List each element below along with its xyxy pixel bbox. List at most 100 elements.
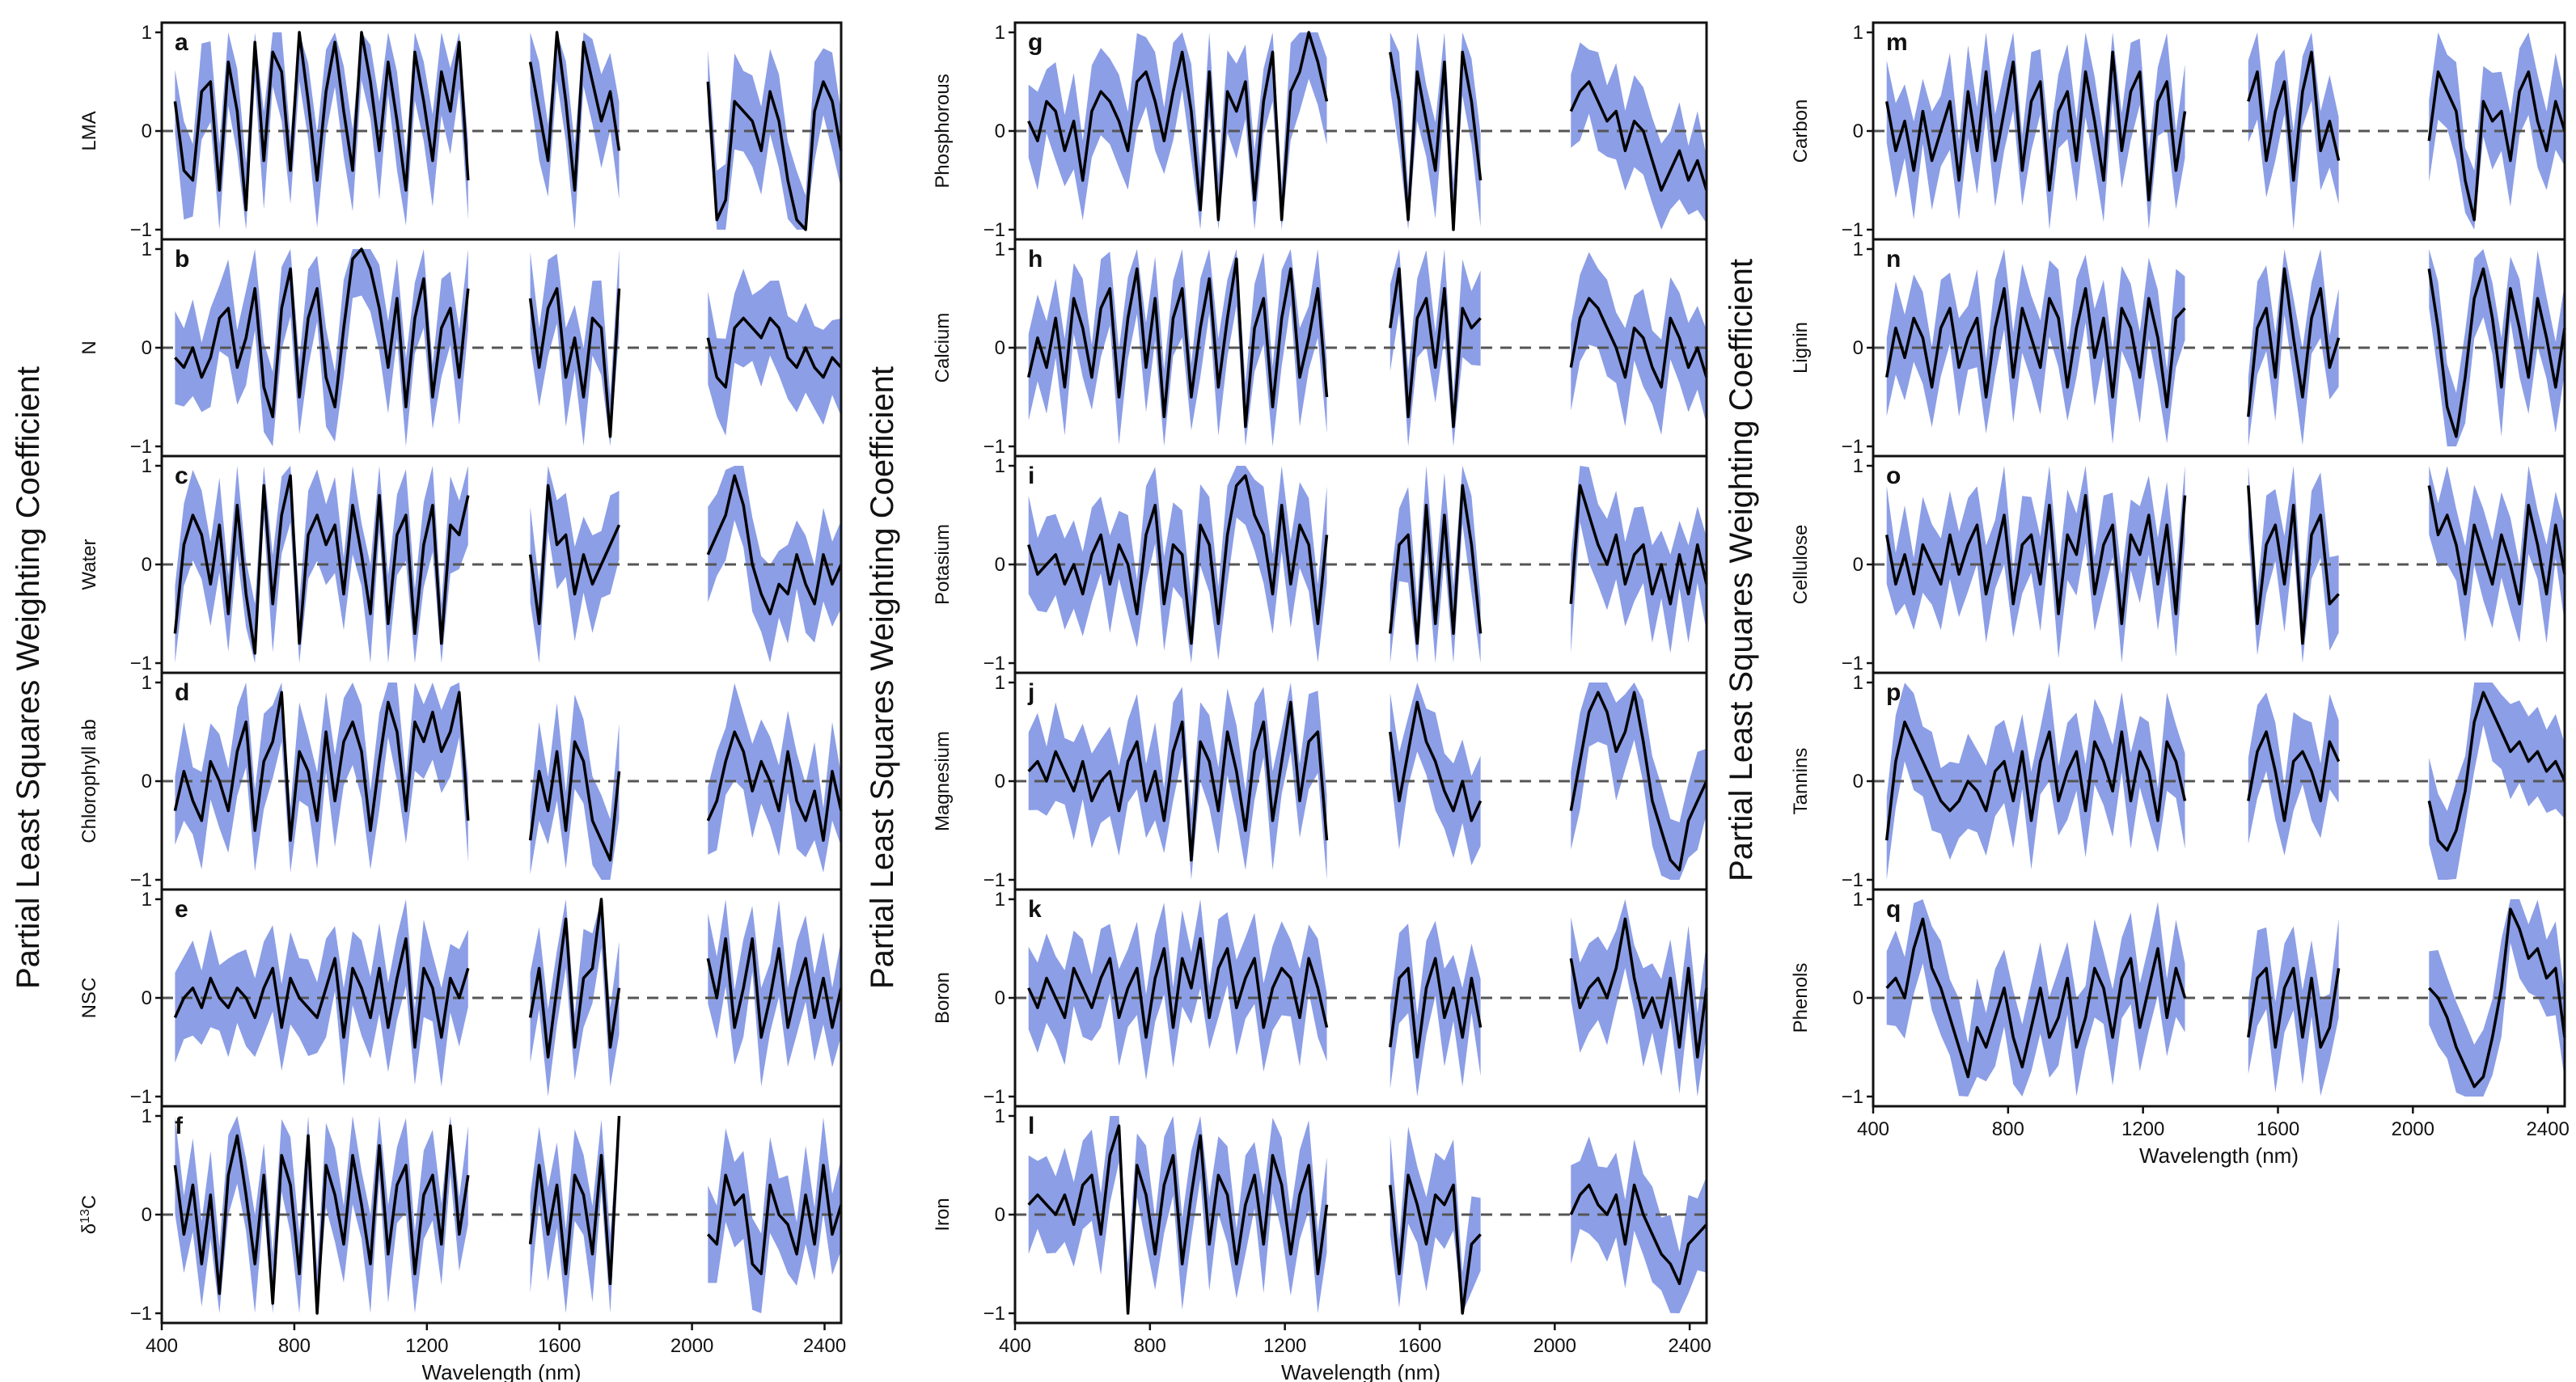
series-line-a-seg2	[706, 80, 843, 231]
column-ylabels: Partial Least Squares Weighting Coeffici…	[11, 259, 1759, 989]
panel-letter-c: c	[175, 463, 188, 489]
ytick-label-m-0: 1	[1853, 22, 1863, 44]
series-line-b-seg2	[706, 316, 843, 389]
panel-ylabel-k: Boron	[932, 972, 954, 1024]
series-line-o-seg0	[1884, 493, 2187, 625]
panel-letter-o: o	[1886, 463, 1901, 489]
panel-e: 1 0 −1 e NSC	[78, 888, 843, 1108]
band-i-seg1	[1390, 466, 1481, 663]
panel-letter-d: d	[175, 679, 189, 706]
panel-ylabel-j: Magnesium	[932, 731, 954, 831]
series-line-l-seg1	[1389, 1173, 1482, 1315]
xlabel-col1: Wavelength (nm)	[422, 1360, 582, 1382]
panel-ylabel-f: δ13C	[78, 1195, 101, 1235]
ytick-label-p-0: 1	[1853, 672, 1863, 694]
panel-ylabel-h: Calcium	[932, 313, 954, 383]
panel-m: 1 0 −1 m Carbon	[1790, 21, 2566, 241]
series-line-f-seg1	[528, 1115, 621, 1286]
ytick-label-j-1: 0	[995, 771, 1005, 792]
series-line-j-seg2	[1569, 691, 1708, 872]
ytick-label-q-1: 0	[1853, 987, 1863, 1009]
xtick-label-col3-4: 2000	[2392, 1118, 2434, 1140]
xtick-label-col1-5: 2400	[803, 1335, 846, 1357]
ytick-label-f-0: 1	[142, 1105, 152, 1127]
series-line-i-seg1	[1389, 484, 1483, 645]
panel-letter-f: f	[175, 1113, 184, 1139]
panel-ylabel-l: Iron	[932, 1198, 954, 1231]
series-line-p-seg0	[1884, 721, 2187, 841]
ytick-label-n-0: 1	[1853, 239, 1863, 260]
ytick-label-c-2: −1	[130, 653, 152, 674]
series-line-m-seg1	[2247, 50, 2341, 182]
ytick-label-h-1: 0	[995, 337, 1005, 359]
ytick-label-g-1: 0	[995, 120, 1005, 142]
ytick-label-a-2: −1	[130, 219, 152, 241]
panel-q: 1 0 −1 q Phenols 400 800 1200 1600 2000 2400 Wavele…	[1790, 888, 2570, 1168]
band-b-seg2	[708, 268, 841, 436]
ytick-label-o-1: 0	[1853, 554, 1863, 576]
panel-o: 1 0 −1 o Cellulose	[1790, 454, 2566, 674]
series-line-q-seg0	[1885, 917, 2187, 1079]
ytick-label-c-0: 1	[142, 455, 152, 477]
xlabel-col2: Wavelength (nm)	[1281, 1360, 1440, 1382]
panel-b: 1 0 −1 b N	[78, 238, 843, 458]
panel-p: 1 0 −1 p Tannins	[1790, 671, 2566, 891]
panel-ylabel-p: Tannins	[1790, 748, 1812, 815]
series-line-c-seg0	[173, 474, 470, 655]
series-line-q-seg2	[2428, 907, 2566, 1088]
ytick-label-g-0: 1	[995, 22, 1005, 44]
panel-ylabel-g: Phosphorous	[932, 74, 954, 188]
band-h-seg1	[1390, 249, 1481, 446]
column-ylabel-3: Partial Least Squares Weighting Coeffici…	[1724, 259, 1759, 881]
series-line-o-seg1	[2247, 485, 2340, 645]
panel-ylabel-b: N	[78, 340, 100, 354]
band-a-seg2	[708, 48, 841, 230]
column-ylabel-1: Partial Least Squares Weighting Coeffici…	[11, 366, 46, 989]
band-h-seg0	[1028, 249, 1327, 446]
series-line-b-seg1	[528, 287, 621, 438]
panel-j: 1 0 −1 j Magnesium	[932, 671, 1708, 891]
xtick-label-col2-4: 2000	[1533, 1335, 1576, 1357]
band-q-seg1	[2248, 919, 2339, 1097]
panel-c: 1 0 −1 c Water	[78, 454, 843, 674]
xtick-label-col2-3: 1600	[1398, 1335, 1441, 1357]
band-i-seg2	[1571, 466, 1707, 653]
band-l-seg2	[1571, 1136, 1707, 1313]
ytick-label-g-2: −1	[983, 219, 1005, 241]
ytick-label-l-2: −1	[983, 1303, 1005, 1325]
series-line-b-seg0	[174, 247, 470, 419]
panel-g: 1 0 −1 g Phosphorous	[932, 21, 1708, 241]
ytick-label-o-2: −1	[1842, 653, 1863, 674]
series-line-a-seg0	[173, 31, 470, 212]
panel-letter-b: b	[175, 246, 189, 273]
band-e-seg2	[708, 899, 841, 1087]
series-line-g-seg1	[1389, 50, 1483, 231]
ytick-label-i-0: 1	[995, 455, 1005, 477]
series-line-i-seg0	[1027, 474, 1329, 645]
band-m-seg1	[2248, 32, 2339, 230]
series-line-a-seg1	[528, 31, 621, 192]
series-line-j-seg0	[1027, 700, 1329, 862]
series-line-o-seg2	[2427, 485, 2566, 606]
xtick-label-col1-2: 1200	[405, 1335, 448, 1357]
band-g-seg1	[1390, 32, 1481, 230]
ytick-label-l-0: 1	[995, 1105, 1005, 1127]
panel-letter-g: g	[1028, 29, 1043, 56]
ytick-label-b-1: 0	[142, 337, 152, 359]
series-line-f-seg2	[707, 1164, 843, 1275]
panel-letter-n: n	[1886, 246, 1901, 273]
panel-letter-j: j	[1027, 679, 1034, 706]
series-line-q-seg1	[2247, 966, 2341, 1049]
xtick-label-col3-5: 2400	[2526, 1118, 2569, 1140]
series-line-n-seg0	[1884, 287, 2186, 408]
column-ylabel-2: Partial Least Squares Weighting Coeffici…	[865, 366, 900, 989]
panel-ylabel-o: Cellulose	[1790, 525, 1812, 605]
xtick-label-col3-0: 400	[1857, 1118, 1889, 1140]
ytick-label-m-2: −1	[1842, 219, 1863, 241]
panel-letter-h: h	[1028, 246, 1043, 273]
panel-ylabel-d: Chlorophyll ab	[78, 719, 100, 843]
series-line-d-seg1	[528, 740, 621, 862]
ytick-label-f-1: 0	[142, 1204, 152, 1226]
band-j-seg2	[1571, 683, 1707, 880]
